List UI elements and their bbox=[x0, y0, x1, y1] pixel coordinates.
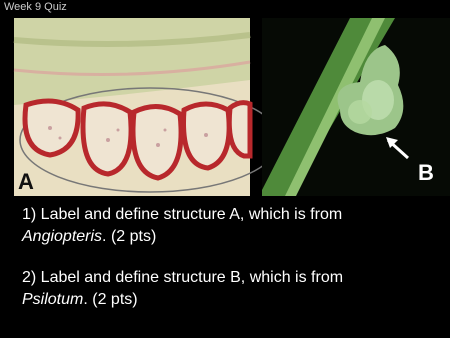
figures: A B Week 9 Quiz bbox=[4, 1, 450, 196]
slide-title: Week 9 Quiz bbox=[4, 1, 67, 13]
genus: Psilotum bbox=[22, 291, 84, 308]
figure-a: A bbox=[13, 18, 281, 196]
points: . (2 pts) bbox=[83, 291, 138, 308]
question-text: 2) Label and define structure B, which i… bbox=[22, 269, 344, 286]
label-b: B bbox=[418, 160, 434, 185]
label-a: A bbox=[18, 169, 34, 194]
question-text: 1) Label and define structure A, which i… bbox=[22, 206, 343, 223]
genus: Angiopteris bbox=[22, 228, 103, 245]
question: 1) Label and define structure A, which i… bbox=[22, 204, 442, 248]
points: . (2 pts) bbox=[102, 228, 157, 245]
question: 2) Label and define structure B, which i… bbox=[22, 267, 442, 311]
figure-b: B bbox=[262, 18, 450, 196]
